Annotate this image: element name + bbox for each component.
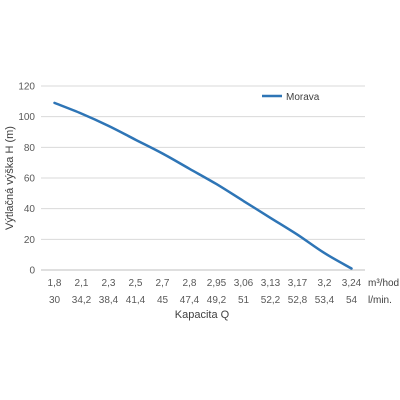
x-tick-label: 2,8 <box>183 278 197 289</box>
x-tick-label: 3,2 <box>318 278 332 289</box>
x-tick-label: 30 <box>49 295 61 306</box>
x-tick-label: 34,2 <box>72 295 92 306</box>
y-axis-ticks: 0 20 40 60 80 100 120 <box>18 82 35 277</box>
x-tick-label: 3,13 <box>261 278 281 289</box>
x-tick-label: 2,3 <box>102 278 116 289</box>
y-tick-label: 20 <box>24 235 36 246</box>
legend: Morava <box>262 92 320 103</box>
y-tick-label: 100 <box>18 112 35 123</box>
x-tick-label: 2,1 <box>75 278 89 289</box>
y-tick-label: 0 <box>29 266 35 277</box>
x-unit-label: m³/hod. <box>368 278 400 289</box>
y-tick-label: 40 <box>24 204 36 215</box>
series-layer <box>53 101 353 270</box>
x-tick-label: 51 <box>238 295 250 306</box>
y-tick-label: 60 <box>24 174 36 185</box>
x-tick-label: 2,95 <box>207 278 227 289</box>
legend-label-morava: Morava <box>286 92 320 103</box>
x-tick-label: 54 <box>346 295 358 306</box>
x-tick-label: 3,06 <box>234 278 254 289</box>
x-tick-label: 49,2 <box>207 295 227 306</box>
x-tick-label: 53,4 <box>315 295 335 306</box>
x-tick-label: 38,4 <box>99 295 119 306</box>
x-tick-label: 52,2 <box>261 295 281 306</box>
x-tick-label: 45 <box>157 295 169 306</box>
x-axis-ticks: 1,8 2,1 2,3 2,5 2,7 2,8 2,95 3,06 3,13 3,17 3,2 3,2… <box>48 278 400 306</box>
x-tick-label: 1,8 <box>48 278 62 289</box>
x-unit-label: l/min. <box>368 295 392 306</box>
x-tick-label: 3,17 <box>288 278 308 289</box>
x-tick-label: 52,8 <box>288 295 308 306</box>
x-tick-label: 3,24 <box>342 278 362 289</box>
y-tick-label: 80 <box>24 143 36 154</box>
x-tick-label: 2,5 <box>129 278 143 289</box>
x-tick-label: 47,4 <box>180 295 200 306</box>
y-tick-label: 120 <box>18 82 35 93</box>
x-tick-label: 41,4 <box>126 295 146 306</box>
y-axis-title: Výtlačná výška H (m) <box>4 126 16 230</box>
x-tick-label: 2,7 <box>156 278 170 289</box>
series-line-morava <box>53 101 353 270</box>
x-axis-title: Kapacita Q <box>175 309 230 321</box>
grid-lines <box>41 85 365 271</box>
